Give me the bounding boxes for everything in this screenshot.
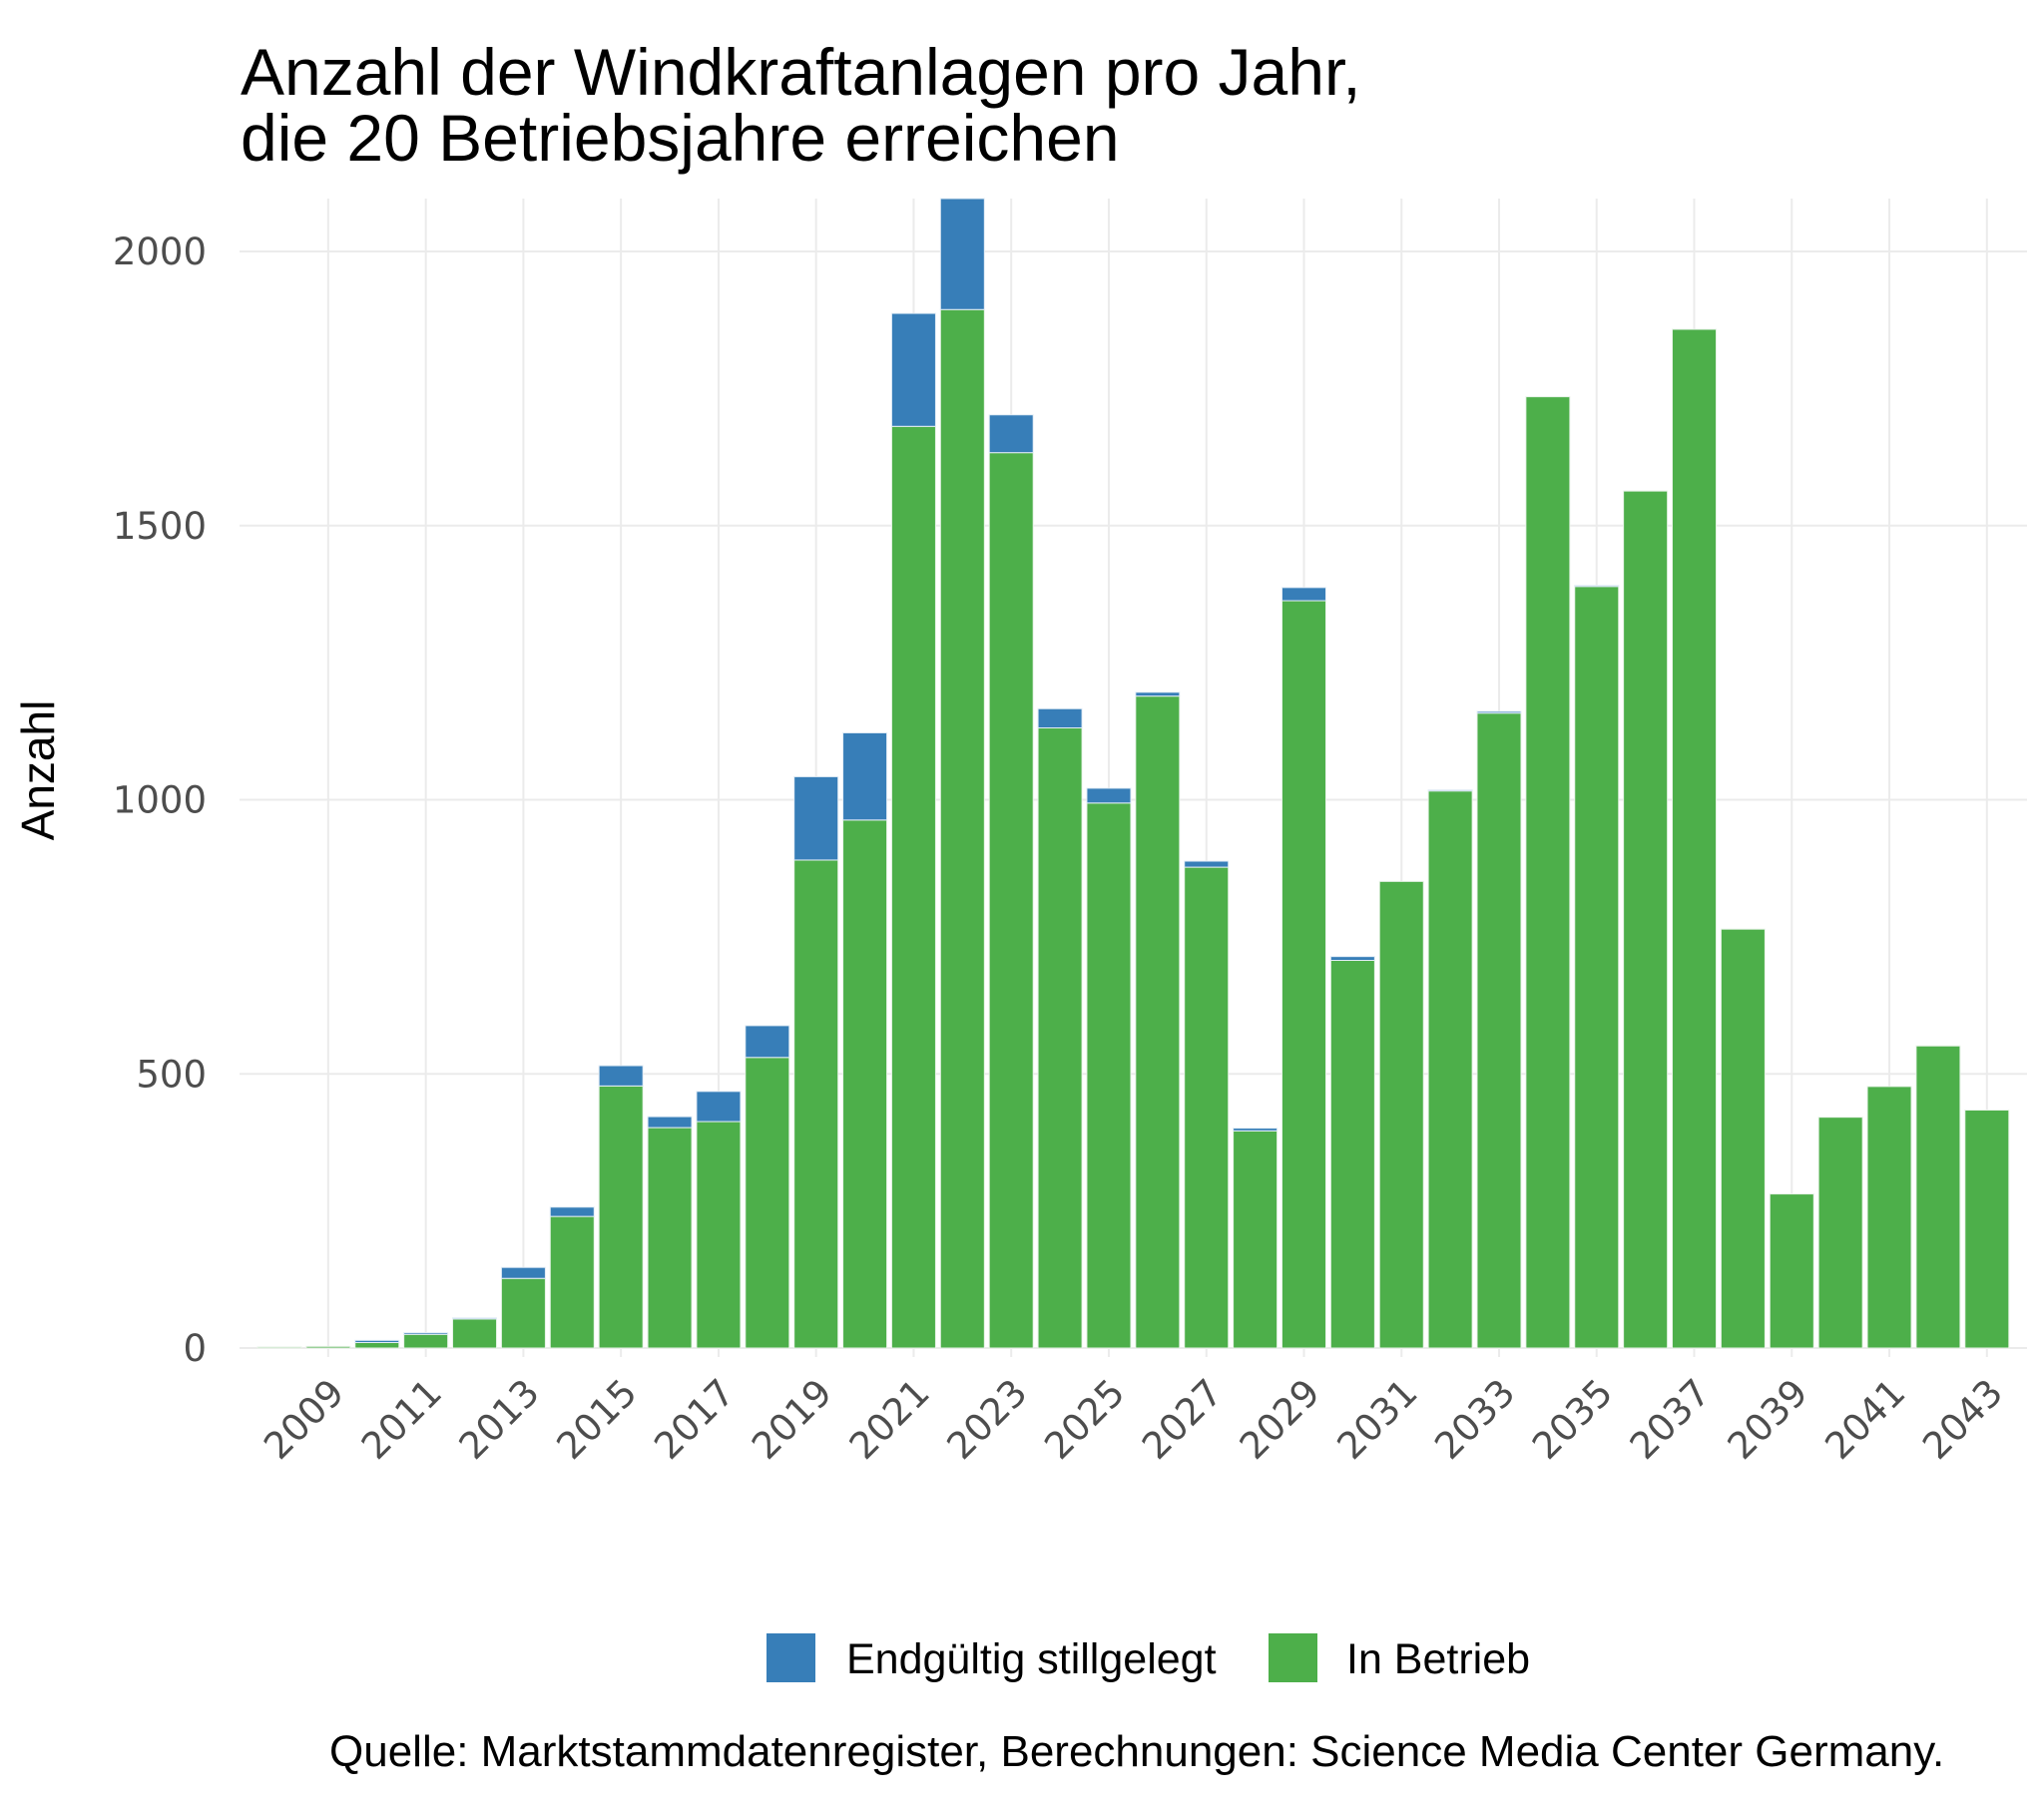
bar-stillgelegt-2024 [1037, 707, 1083, 729]
bar-stillgelegt-2030 [1329, 956, 1375, 962]
bar-stillgelegt-2027 [1184, 860, 1230, 868]
x-tick-label: 2027 [1134, 1371, 1231, 1468]
bar-in-betrieb-2011 [403, 1333, 449, 1349]
bar-in-betrieb-2010 [354, 1342, 400, 1349]
y-axis-ticks: 0 500 1000 1500 2000 [113, 230, 207, 1370]
y-tick-label: 1000 [113, 779, 207, 822]
bar-in-betrieb-2026 [1135, 695, 1181, 1349]
x-tick-label: 2025 [1036, 1371, 1133, 1468]
bar-stillgelegt-2019 [793, 775, 839, 861]
x-tick-label: 2011 [353, 1371, 450, 1468]
x-tick-label: 2021 [841, 1371, 938, 1468]
x-axis-ticks: 2009 2011 2013 2015 2017 2019 2021 2023 2025 2027… [256, 1371, 2011, 1468]
x-tick-label: 2023 [939, 1371, 1036, 1468]
x-tick-label: 2019 [744, 1371, 840, 1468]
bar-in-betrieb-2021 [890, 425, 936, 1349]
bar-in-betrieb-2023 [988, 452, 1034, 1349]
bar-in-betrieb-2035 [1574, 586, 1620, 1349]
bar-in-betrieb-2019 [793, 859, 839, 1349]
bar-stillgelegt-2016 [647, 1116, 693, 1129]
bar-in-betrieb-2020 [842, 819, 888, 1349]
bar-stillgelegt-2012 [452, 1317, 498, 1320]
x-tick-label: 2013 [451, 1371, 548, 1468]
y-tick-label: 0 [183, 1327, 207, 1370]
bar-in-betrieb-2029 [1280, 600, 1326, 1349]
bar-in-betrieb-2008 [256, 1346, 302, 1349]
x-tick-label: 2039 [1720, 1371, 1816, 1468]
legend: Endgültig stillgelegt In Betrieb [766, 1633, 1530, 1683]
bar-stillgelegt-2017 [696, 1091, 742, 1123]
bar-in-betrieb-2024 [1037, 727, 1083, 1349]
bar-in-betrieb-2037 [1672, 328, 1718, 1349]
bar-stillgelegt-2010 [354, 1339, 400, 1344]
bar-in-betrieb-2025 [1086, 802, 1132, 1349]
bar-in-betrieb-2041 [1866, 1086, 1912, 1349]
legend-swatch-stillgelegt [766, 1633, 815, 1682]
x-tick-label: 2043 [1914, 1371, 2011, 1468]
bar-in-betrieb-2043 [1964, 1110, 2010, 1349]
bar-in-betrieb-2032 [1427, 790, 1473, 1349]
bar-stillgelegt-2032 [1427, 789, 1473, 792]
bar-stillgelegt-2011 [403, 1332, 449, 1335]
chart-title-line-2: die 20 Betriebsjahre erreichen [241, 101, 1120, 175]
bar-stillgelegt-2018 [745, 1025, 790, 1059]
bars [256, 198, 2010, 1349]
bar-stillgelegt-2029 [1280, 587, 1326, 602]
bar-in-betrieb-2018 [745, 1057, 790, 1349]
bar-in-betrieb-2034 [1525, 396, 1571, 1349]
bar-in-betrieb-2015 [598, 1085, 644, 1349]
legend-swatch-in-betrieb [1269, 1633, 1317, 1682]
bar-in-betrieb-2031 [1378, 880, 1424, 1349]
bar-stillgelegt-2028 [1233, 1128, 1278, 1132]
x-tick-label: 2009 [256, 1371, 352, 1468]
bar-in-betrieb-2038 [1720, 928, 1766, 1349]
source-caption: Quelle: Marktstammdatenregister, Berechn… [329, 1727, 1944, 1776]
bar-stillgelegt-2020 [842, 731, 888, 821]
bar-in-betrieb-2042 [1915, 1045, 1961, 1349]
x-tick-label: 2017 [646, 1371, 743, 1468]
bar-in-betrieb-2014 [549, 1215, 595, 1349]
bar-in-betrieb-2036 [1623, 490, 1669, 1349]
x-tick-label: 2029 [1232, 1371, 1328, 1468]
bar-in-betrieb-2017 [696, 1121, 742, 1349]
y-tick-label: 500 [136, 1053, 207, 1096]
bar-stillgelegt-2023 [988, 414, 1034, 454]
bar-stillgelegt-2014 [549, 1206, 595, 1217]
y-tick-label: 2000 [113, 230, 207, 273]
x-tick-label: 2033 [1426, 1371, 1523, 1468]
bar-in-betrieb-2027 [1184, 866, 1230, 1349]
bar-stillgelegt-2015 [598, 1065, 644, 1087]
bar-stillgelegt-2035 [1574, 585, 1620, 588]
y-axis-label: Anzahl [12, 700, 64, 841]
legend-label-in-betrieb: In Betrieb [1346, 1635, 1530, 1683]
x-tick-label: 2031 [1329, 1371, 1426, 1468]
legend-label-stillgelegt: Endgültig stillgelegt [846, 1635, 1217, 1683]
y-tick-label: 1500 [113, 505, 207, 548]
bar-in-betrieb-2030 [1329, 960, 1375, 1349]
x-tick-label: 2037 [1622, 1371, 1719, 1468]
bar-stillgelegt-2021 [890, 312, 936, 427]
bar-in-betrieb-2033 [1476, 712, 1522, 1349]
bar-in-betrieb-2039 [1769, 1193, 1814, 1349]
bar-stillgelegt-2025 [1086, 787, 1132, 804]
bar-in-betrieb-2012 [452, 1318, 498, 1349]
bar-in-betrieb-2028 [1233, 1130, 1278, 1349]
bar-stillgelegt-2033 [1476, 710, 1522, 714]
bar-in-betrieb-2016 [647, 1127, 693, 1349]
bar-in-betrieb-2009 [305, 1345, 351, 1349]
bar-stillgelegt-2026 [1135, 691, 1181, 697]
bar-stillgelegt-2022 [939, 198, 985, 310]
x-tick-label: 2041 [1816, 1371, 1913, 1468]
bar-in-betrieb-2040 [1817, 1117, 1863, 1349]
chart-title-line-1: Anzahl der Windkraftanlagen pro Jahr, [241, 35, 1361, 109]
x-tick-label: 2015 [549, 1371, 646, 1468]
bar-stillgelegt-2013 [500, 1266, 546, 1279]
bar-in-betrieb-2013 [500, 1277, 546, 1349]
x-tick-label: 2035 [1524, 1371, 1621, 1468]
bar-in-betrieb-2022 [939, 308, 985, 1349]
